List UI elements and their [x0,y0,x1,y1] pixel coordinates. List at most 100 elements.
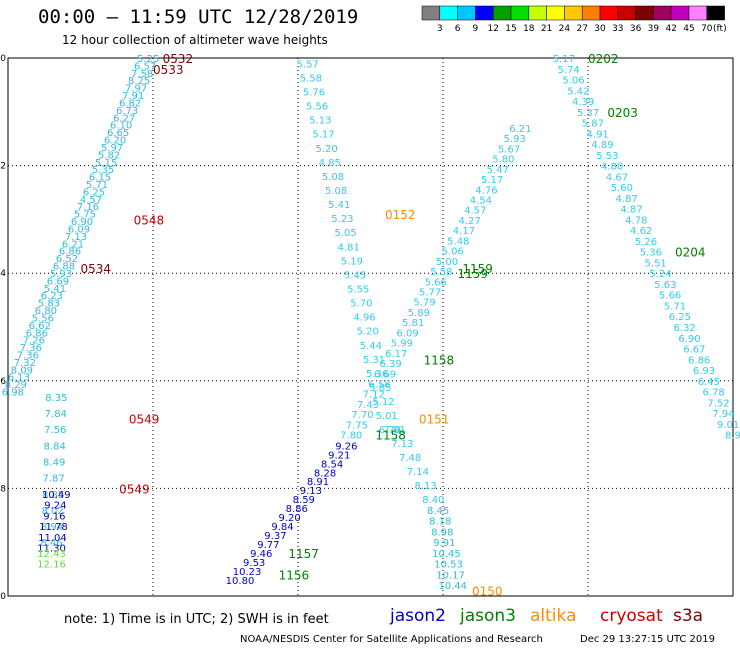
pass-time-label: 0549 [119,482,150,496]
wave-height-value: 4.62 [630,226,652,237]
wave-height-value: 5.99 [391,339,413,350]
wave-height-value: 5.00 [436,257,458,268]
color-scale-label: 3 [437,24,443,34]
wave-height-value: 8.9 [725,431,740,442]
wave-height-value: 7.48 [399,453,421,464]
wave-height-value: 6.86 [26,328,48,339]
wave-height-value: 8.85 [42,490,64,501]
wave-height-value: 5.20 [315,144,337,155]
wave-height-value: 8.35 [45,393,67,404]
wave-height-value: 12.43 [37,549,66,560]
wave-height-value: 5.36 [640,248,662,259]
wave-height-value: 5.37 [577,108,599,119]
wave-height-value: 5.74 [558,65,580,76]
x-tick-label: 60 [2,604,15,605]
wave-height-value: 5.93 [50,269,72,280]
wave-height-value: 12.16 [37,560,66,571]
color-scale-swatch [528,5,547,21]
wave-height-value: 5.85 [369,383,391,394]
wave-height-value: 11.78 [39,522,68,533]
pass-time-label: 0151 [419,412,450,426]
wave-height-value: 5.08 [322,172,344,183]
wave-height-value: 6.58 [368,379,390,390]
wave-height-value: 5.70 [350,299,372,310]
pass-time-label: 1159 [458,267,489,281]
wave-height-value: 11.30 [37,544,66,555]
wave-height-value: 5.71 [664,301,686,312]
wave-height-value: 6.78 [703,388,725,399]
wave-height-value: 7.84 [45,409,67,420]
wave-height-value: 5.31 [363,355,385,366]
wave-height-value: 7.80 [340,431,362,442]
wave-height-value: 8.40 [422,495,444,506]
wave-height-value: 9.20 [278,513,300,524]
color-scale-label: 45 [683,24,694,34]
wave-height-value: 5.89 [408,308,430,319]
color-scale-label: 6 [455,24,461,34]
wave-height-value: 6.27 [113,113,135,124]
wave-height-value: 5.79 [413,298,435,309]
pass-time-label: 1158 [424,353,455,367]
wave-height-value: 5.08 [325,186,347,197]
wave-height-value: 4.87 [620,205,642,216]
wave-height-value: 7.32 [14,358,36,369]
wave-height-value: 5.01 [376,411,398,422]
wave-height-value: 7.16 [77,202,99,213]
wave-height-value: 5.17 [312,130,334,141]
wave-height-value: 5.67 [498,144,520,155]
wave-height-value: 5.82 [98,150,120,161]
wave-height-value: 8.02 [41,506,63,517]
wave-height-value: 6.65 [107,128,129,139]
wave-height-value: 10.45 [432,549,461,560]
legend-jason3: jason3 [460,606,516,626]
wave-height-value: 7.36 [17,350,39,361]
altimeter-chart: 606366697275-30-32-34-36-38-405.256.577.… [0,5,740,605]
pass-time-label: 0533 [153,63,184,77]
color-scale-label: 42 [665,24,676,34]
wave-height-value: 8.46 [40,538,62,549]
wave-height-value: 7.36 [20,343,42,354]
color-scale-label: 33 [612,24,623,34]
wave-height-value: 7.97 [125,84,147,95]
wave-height-value: 4.57 [464,206,486,217]
wave-height-value: 7.01 [384,425,406,436]
color-scale-label: 27 [576,24,587,34]
wave-height-value: 6.62 [29,321,51,332]
wave-height-value: 5.05 [334,228,356,239]
wave-height-value: 8.49 [43,458,65,469]
chart-subtitle: 12 hour collection of altimeter wave hei… [62,33,328,47]
pass-time-label: 0150 [472,585,503,599]
color-scale-swatch [617,5,636,21]
wave-height-value: 8.28 [314,468,336,479]
wave-height-value: 5.26 [635,237,657,248]
color-scale-swatch [457,5,476,21]
wave-height-value: 7.91 [122,91,144,102]
wave-height-value: 9.21 [328,450,350,461]
color-scale-label: 36 [630,24,642,34]
wave-height-value: 6.25 [669,312,691,323]
wave-height-value: 4.96 [353,313,375,324]
wave-height-value: 7.70 [351,410,373,421]
color-scale-unit: (ft) [713,24,727,34]
wave-height-value: 6.88 [53,262,75,273]
color-scale-swatch [510,5,530,21]
wave-height-value: 5.81 [402,318,424,329]
x-tick-label: 66 [292,604,305,605]
y-tick-label: -32 [0,162,6,172]
wave-height-value: 10.80 [226,576,255,587]
color-scale-label: 70 [701,24,713,34]
wave-height-value: 5.60 [611,183,633,194]
wave-height-value: 8.45 [427,506,449,517]
wave-height-value: 8.98 [431,527,453,538]
legend-altika: altika [530,606,577,626]
wave-height-value: 6.17 [385,349,407,360]
pass-time-label: 1158 [375,429,406,443]
wave-height-value: 6.13 [8,373,30,384]
pass-time-label: 0549 [129,412,160,426]
pass-time-label: 0532 [163,52,194,66]
pass-time-label: 1156 [279,568,310,582]
color-scale-swatch [670,5,690,21]
wave-height-value: 5.24 [649,269,671,280]
wave-height-value: 8.09 [11,365,33,376]
wave-height-value: 5.66 [425,277,447,288]
